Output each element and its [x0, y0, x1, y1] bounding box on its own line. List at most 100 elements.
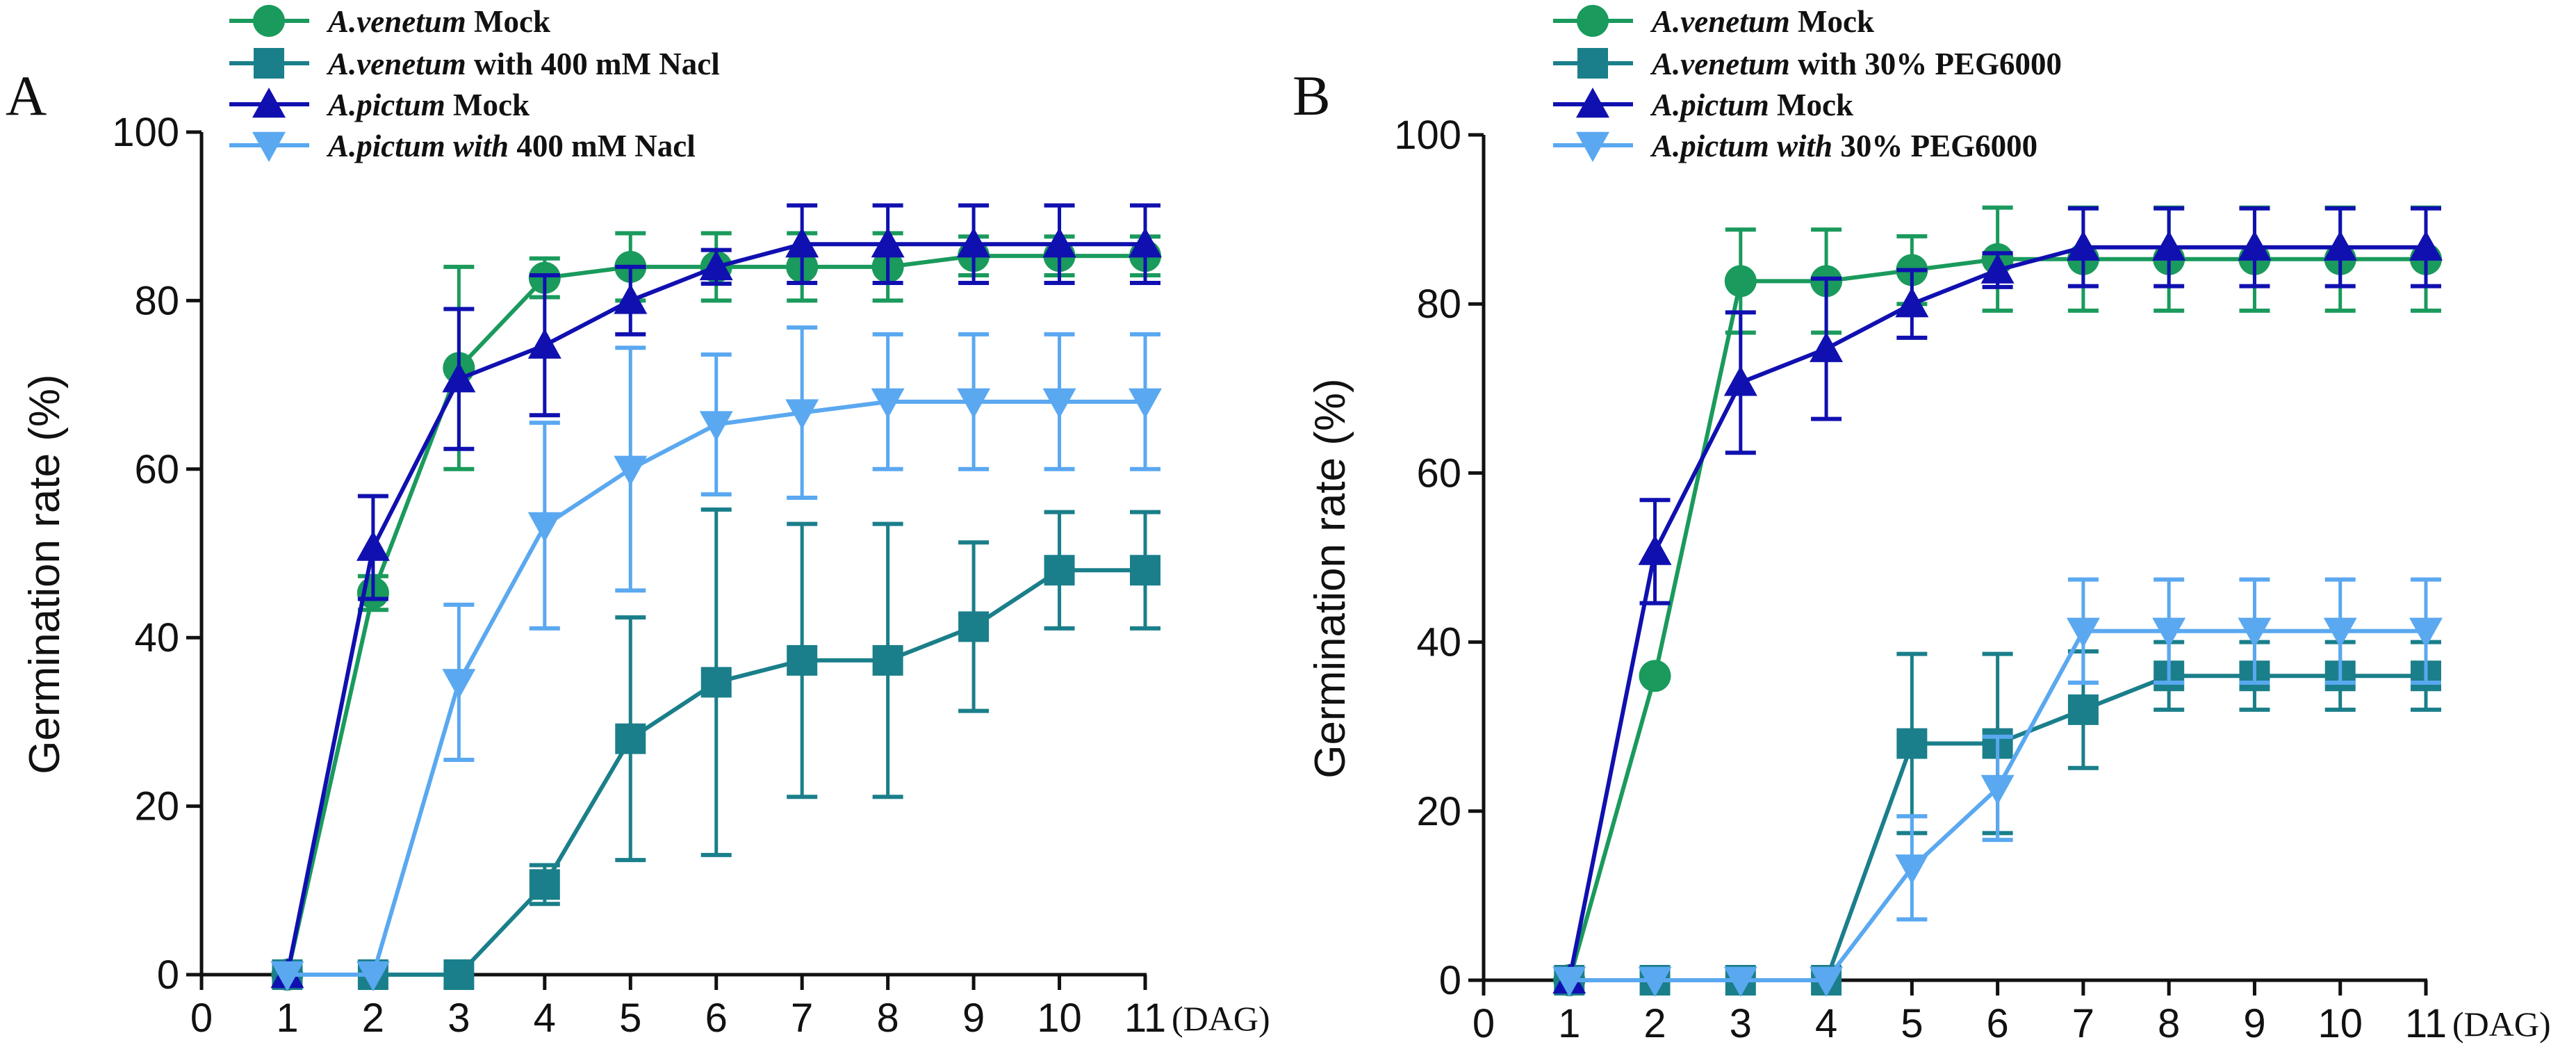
y-axis-label: Germination rate (%)	[1306, 378, 1354, 778]
y-tick-label: 60	[134, 447, 179, 492]
y-tick-label: 40	[134, 615, 179, 660]
y-tick-label: 100	[1394, 113, 1461, 158]
legend-marker	[253, 5, 285, 37]
data-point	[527, 512, 561, 543]
x-tick-label: 11	[2405, 1001, 2447, 1046]
legend-treatment: Mock	[1769, 88, 1853, 122]
data-point	[1810, 966, 1844, 997]
x-tick-label: 10	[1037, 996, 1082, 1041]
x-tick-label: 3	[1730, 1001, 1752, 1046]
data-point	[270, 961, 304, 991]
data-point	[2238, 230, 2272, 261]
data-point	[1638, 966, 1672, 997]
data-point	[2066, 617, 2100, 648]
legend-treatment: with 400 mM Nacl	[466, 47, 720, 81]
data-point	[1895, 287, 1929, 318]
x-tick-label: 10	[2317, 1001, 2363, 1046]
chart-panel-b: B 0 20 40 60 80 100 0 1 2 3 4 5 6 7 8 9 10 11 (DAG) Germinat…	[1293, 4, 2551, 1046]
x-tick-label: 0	[1472, 1001, 1495, 1046]
data-point	[699, 250, 733, 281]
data-point	[2238, 617, 2272, 648]
x-tick-label: 1	[276, 996, 298, 1041]
series-pictum-treat	[1552, 577, 2443, 997]
legend-item: A.pictum Mock	[1553, 88, 1853, 122]
x-axis-label: (DAG)	[1172, 999, 1270, 1038]
data-point	[957, 388, 991, 419]
data-point	[1980, 253, 2015, 284]
data-point	[1129, 388, 1162, 419]
data-point	[785, 227, 819, 258]
data-point	[1638, 535, 1672, 565]
x-tick-label: 6	[1987, 1001, 2009, 1046]
legend-item: A.venetum with 400 mM Nacl	[229, 47, 720, 81]
x-tick-label: 8	[2158, 1001, 2180, 1046]
series-line	[1567, 257, 2426, 981]
data-point	[871, 227, 905, 258]
data-point	[1552, 966, 1586, 997]
data-point	[2067, 694, 2099, 725]
legend-marker	[252, 88, 286, 118]
legend-species: A.pictum with	[1650, 129, 1832, 163]
legend: A.venetum Mock A.venetum with 30% PEG6000…	[1553, 4, 2062, 163]
data-point	[442, 362, 476, 393]
data-point	[615, 723, 646, 754]
data-point	[1724, 265, 1757, 298]
data-point	[957, 227, 991, 258]
legend-marker	[1576, 88, 1609, 118]
legend-species: A.pictum	[1650, 88, 1769, 122]
legend-marker	[1577, 5, 1609, 37]
y-tick-label: 80	[134, 278, 179, 323]
data-point	[1639, 660, 1671, 692]
x-tick-label: 9	[2243, 1001, 2265, 1046]
data-point	[1810, 332, 1844, 362]
legend-treatment: Mock	[1790, 4, 1874, 39]
legend-treatment: 30% PEG6000	[1832, 129, 2037, 163]
panel-label: B	[1293, 64, 1331, 127]
data-point	[529, 869, 560, 900]
data-point	[700, 667, 732, 698]
legend-label: A.pictum Mock	[1650, 88, 1853, 122]
legend-label: A.pictum with 30% PEG6000	[1650, 129, 2037, 163]
data-point	[1895, 854, 1929, 885]
legend-label: A.venetum Mock	[1650, 4, 1874, 39]
y-tick-label: 20	[1416, 789, 1461, 834]
y-tick-label: 0	[157, 952, 179, 998]
x-tick-label: 11	[1124, 996, 1166, 1041]
data-point	[1129, 227, 1162, 258]
y-tick-label: 100	[112, 110, 179, 155]
legend-species: A.venetum	[1650, 4, 1790, 39]
x-tick-label: 4	[534, 996, 556, 1041]
legend-treatment: 400 mM Nacl	[509, 129, 696, 163]
legend-marker	[1576, 131, 1609, 162]
panel-label: A	[6, 64, 47, 127]
data-point	[787, 644, 818, 676]
data-point	[2152, 617, 2186, 648]
series-venetum-treat	[272, 507, 1160, 990]
data-point	[2323, 230, 2357, 261]
data-point	[2409, 230, 2443, 261]
chart-panel-a: A 0 20 40 60 80 100 0 1 2 3 4 5 6 7 8 9 10 11 (DAG) Germinat…	[6, 4, 1270, 1041]
x-axis-label: (DAG)	[2452, 1005, 2551, 1043]
data-point	[2152, 230, 2186, 261]
x-tick-label: 5	[1901, 1001, 1923, 1046]
legend-species: A.pictum	[326, 88, 445, 122]
data-point	[2323, 617, 2357, 648]
legend-treatment: Mock	[466, 4, 550, 39]
y-axis-label: Germination rate (%)	[21, 374, 69, 774]
data-point	[1042, 227, 1076, 258]
data-point	[872, 644, 903, 676]
x-tick-label: 2	[1643, 1001, 1666, 1046]
x-tick-label: 1	[1558, 1001, 1580, 1046]
legend-treatment: Mock	[445, 88, 530, 122]
data-point	[614, 284, 648, 314]
data-point	[356, 530, 390, 561]
legend-label: A.venetum with 30% PEG6000	[1650, 47, 2062, 81]
data-point	[871, 388, 905, 419]
data-point	[442, 669, 476, 699]
data-point	[443, 959, 475, 990]
data-point	[356, 961, 390, 991]
legend-marker	[252, 131, 286, 162]
data-point	[1723, 966, 1757, 997]
legend-item: A.pictum Mock	[229, 88, 530, 122]
